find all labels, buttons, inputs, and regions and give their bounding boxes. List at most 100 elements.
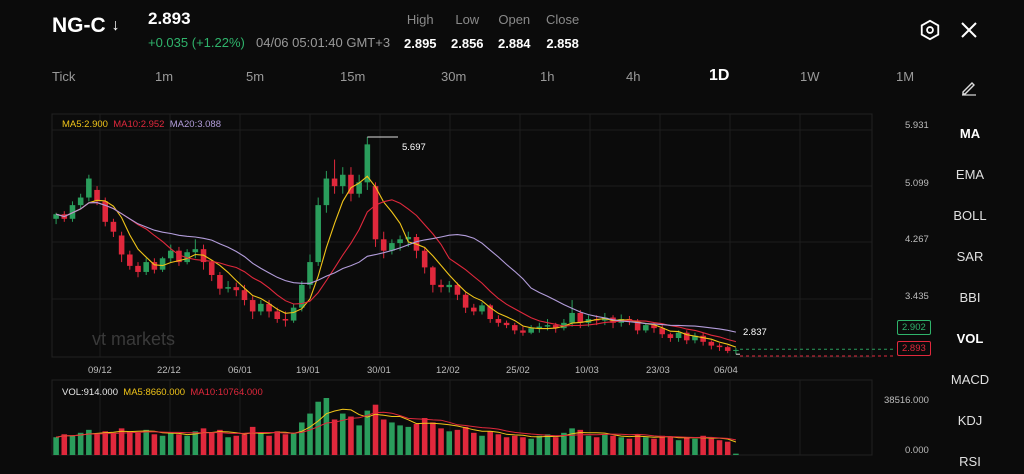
stat-value: 2.858 [546,36,579,51]
volume-bar [659,435,665,455]
vol-ma10-line [56,411,736,441]
volume-bar [495,434,502,455]
candle-body [86,178,92,198]
volume-bar [135,432,141,455]
stat-value: 2.856 [451,36,484,51]
candle-body [258,303,264,312]
candle-body [479,305,485,312]
vol-legend: VOL:914.000 [62,387,118,398]
symbol-title[interactable]: NG-C ↓ [52,14,120,38]
volume-bar [413,423,420,455]
candle-body [77,197,84,206]
candle-body [561,322,567,329]
tab-1w[interactable]: 1W [800,69,820,84]
date-tick: 19/01 [296,365,320,376]
volume-bar [192,431,199,455]
vol-ma5-legend: MA5:8660.000 [123,387,186,398]
candle-body [208,262,215,275]
volume-bar [118,428,125,455]
volume-bar [372,404,379,455]
volume-bar [110,432,117,455]
candle-body [143,262,149,272]
stat-close: Close 2.858 [546,12,579,51]
volume-bar [528,438,534,455]
close-icon[interactable] [957,18,981,42]
volume-bar [69,435,76,455]
candle-body [659,328,665,335]
candle-body [511,325,518,331]
candle-body [348,174,354,194]
settings-icon[interactable] [918,18,942,42]
volume-bar [405,426,412,455]
volume-bar [86,429,92,455]
volume-bar [733,453,739,455]
tab-30m[interactable]: 30m [441,69,467,84]
candlestick-chart[interactable] [0,0,940,474]
volume-bar [77,432,84,455]
volume-bar [356,425,362,455]
volume-bar [675,440,682,455]
volume-bar [53,437,59,455]
tab-tick[interactable]: Tick [52,69,76,84]
tab-1d[interactable]: 1D [709,67,730,84]
volume-bar [151,434,158,455]
candle-body [249,300,256,312]
ma5-line [55,175,737,348]
indicator-ema[interactable]: EMA [955,167,985,182]
main-plot-frame [51,113,873,358]
draw-pencil-icon[interactable] [960,78,978,101]
volume-bar [380,419,387,455]
candle-body [192,249,199,253]
stat-value: 2.884 [498,36,531,51]
candle-body [69,205,76,219]
volume-bar [397,425,403,455]
date-tick: 06/04 [714,365,738,376]
indicator-rsi[interactable]: RSI [959,454,981,469]
indicator-ma[interactable]: MA [959,126,981,141]
vol-ma5-line [56,408,737,443]
indicator-bbi[interactable]: BBI [959,290,981,305]
volume-bar [274,431,281,455]
candle-body [438,284,444,288]
tab-1m-month[interactable]: 1M [896,69,915,84]
tab-1h[interactable]: 1h [540,69,555,84]
tab-15m[interactable]: 15m [340,69,366,84]
tab-4h[interactable]: 4h [626,69,641,84]
candle-body [651,325,657,329]
candle-body [552,325,559,329]
volume-tick: 38516.000 [884,395,929,406]
candle-body [307,262,313,285]
ma5-legend: MA5:2.900 [62,119,108,130]
volume-bar [94,434,100,455]
candle-body [184,252,190,263]
candle-body [421,250,428,268]
indicator-vol[interactable]: VOL [956,331,984,346]
volume-bar [102,431,109,455]
candle-body [127,254,133,266]
stat-low: Low 2.856 [451,12,484,51]
volume-bar [511,435,518,455]
candle-body [405,237,412,240]
candle-body [356,182,362,194]
indicator-boll[interactable]: BOLL [953,208,987,223]
volume-bar [282,434,289,455]
tab-5m[interactable]: 5m [246,69,265,84]
candle-body [339,174,346,187]
volume-bar [446,431,453,455]
volume-bar [462,426,469,455]
tab-1m[interactable]: 1m [155,69,174,84]
indicator-kdj[interactable]: KDJ [957,413,983,428]
candle-body [683,332,690,341]
candle-body [364,144,371,183]
volume-layer [53,398,739,455]
price-tick: 4.267 [905,234,929,245]
volume-bar [200,428,207,455]
volume-bar [331,419,338,455]
volume-bar [225,437,231,455]
candle-body [217,274,223,289]
timestamp: 04/06 05:01:40 GMT+3 [256,35,391,50]
price-tick: 5.099 [905,178,929,189]
indicator-macd[interactable]: MACD [950,372,990,387]
candle-body [389,243,395,251]
indicator-sar[interactable]: SAR [956,249,984,264]
